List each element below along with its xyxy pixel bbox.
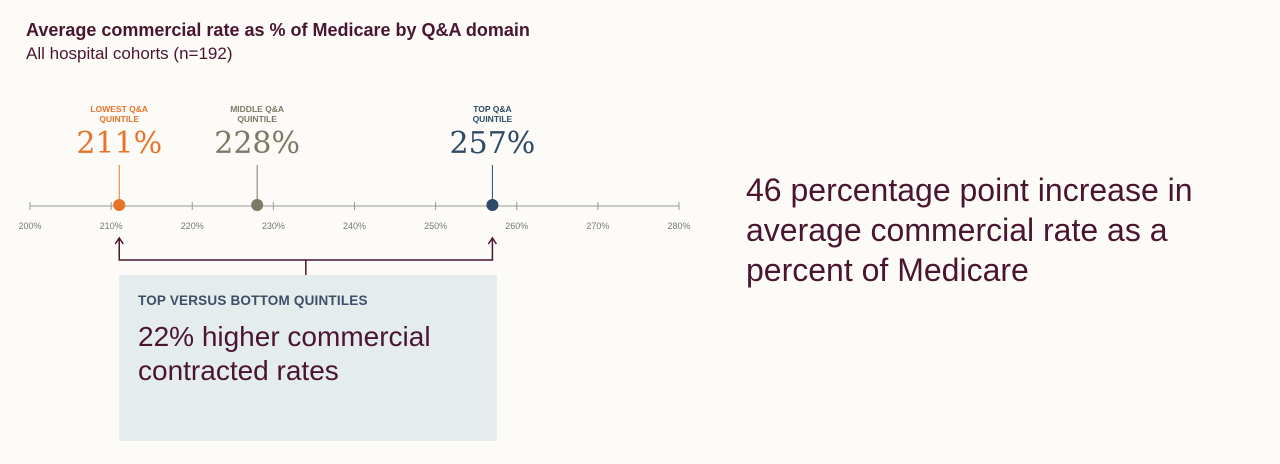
point-value-label: 211% bbox=[76, 126, 162, 161]
point-category-label: QUINTILE bbox=[99, 114, 139, 124]
x-tick-label: 260% bbox=[505, 221, 528, 231]
chart-subtitle: All hospital cohorts (n=192) bbox=[26, 44, 233, 63]
x-tick-label: 210% bbox=[100, 221, 123, 231]
point-category-label: MIDDLE Q&A bbox=[230, 104, 284, 114]
bracket-line bbox=[118, 238, 494, 261]
point-category-label: TOP Q&A bbox=[473, 104, 511, 114]
x-tick-label: 240% bbox=[343, 221, 366, 231]
x-tick-label: 220% bbox=[181, 221, 204, 231]
x-tick-label: 200% bbox=[18, 221, 41, 231]
point-value-label: 257% bbox=[450, 126, 536, 161]
callout-box: TOP VERSUS BOTTOM QUINTILES 22% higher c… bbox=[119, 275, 497, 441]
x-tick-label: 270% bbox=[586, 221, 609, 231]
point-category-label: QUINTILE bbox=[473, 114, 513, 124]
data-point bbox=[486, 199, 499, 211]
callout-body: 22% higher commercial contracted rates bbox=[138, 321, 431, 386]
x-tick-label: 250% bbox=[424, 221, 447, 231]
quintile-chart: 200% 210% 220% 230% 240% 250% 260% 270% 280% LOWE… bbox=[18, 104, 691, 275]
point-value-label: 228% bbox=[214, 126, 300, 161]
data-point bbox=[251, 199, 264, 211]
chart-title: Average commercial rate as % of Medicare… bbox=[26, 20, 530, 40]
data-point bbox=[113, 199, 126, 211]
x-tick-label: 280% bbox=[667, 221, 690, 231]
callout-heading: TOP VERSUS BOTTOM QUINTILES bbox=[138, 293, 368, 308]
bracket-arrow-right bbox=[487, 236, 498, 245]
bracket-arrow-left bbox=[114, 236, 124, 245]
point-category-label: LOWEST Q&A bbox=[90, 104, 148, 114]
x-tick-label: 230% bbox=[262, 221, 285, 231]
headline-statement: 46 percentage point increase in average … bbox=[746, 172, 1193, 288]
point-category-label: QUINTILE bbox=[237, 114, 277, 124]
